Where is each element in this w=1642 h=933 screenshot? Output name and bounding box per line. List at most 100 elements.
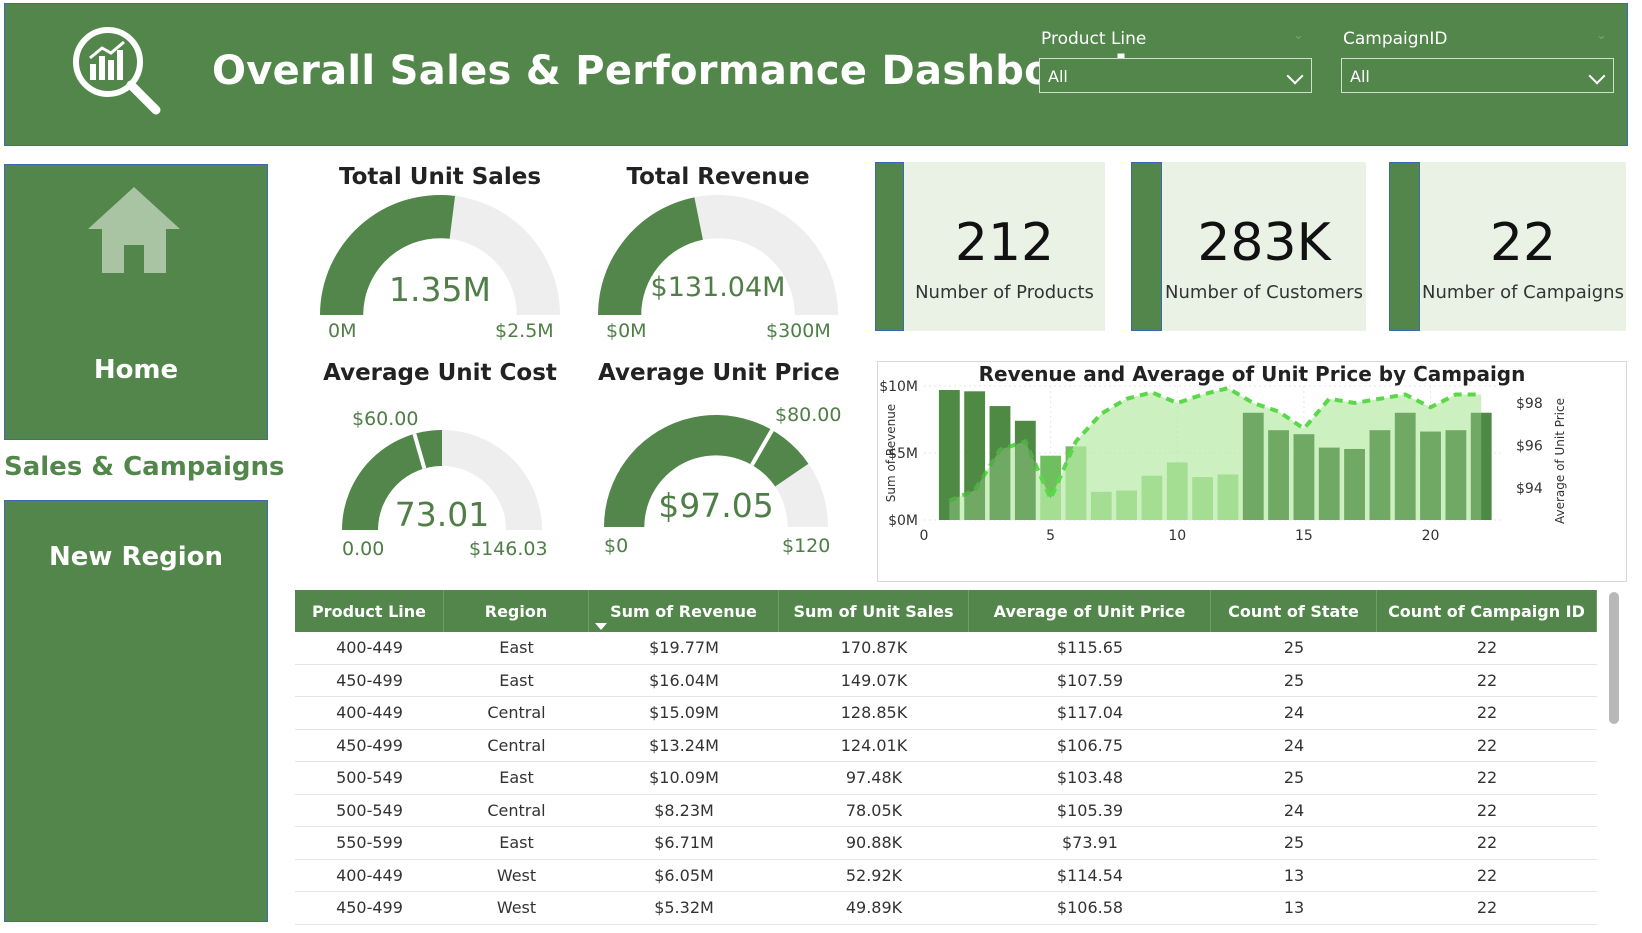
table-cell: $13.24M: [649, 735, 719, 755]
gauge-target-unit-cost: $60.00: [352, 408, 419, 430]
nav-home-label: Home: [93, 355, 179, 385]
table-cell: 170.87K: [840, 638, 908, 658]
table-cell: 400-449: [336, 638, 403, 658]
table-cell: 22: [1476, 833, 1498, 853]
table-cell: 22: [1476, 898, 1498, 918]
column-header[interactable]: Region: [444, 590, 589, 632]
table-row[interactable]: 450-499 East $16.04M 149.07K $107.59 25 22: [295, 665, 1597, 697]
gauge-max-unit-price: $120: [782, 535, 831, 557]
y-tick-label: $0M: [888, 513, 918, 529]
y2-tick-label: $98: [1516, 396, 1543, 412]
table-cell: 22: [1476, 768, 1498, 788]
table-cell: $117.04: [1056, 703, 1124, 723]
column-header[interactable]: Sum of Revenue: [589, 590, 779, 632]
column-header[interactable]: Average of Unit Price: [969, 590, 1211, 632]
gauge-title-unit-price: Average Unit Price: [598, 360, 840, 386]
revenue-bar-overlay: [1369, 430, 1391, 520]
card-accent-bar: [1131, 162, 1162, 331]
column-header[interactable]: Count of Campaign ID: [1377, 590, 1597, 632]
slicer-label-product-line: Product Line: [1041, 29, 1147, 49]
slicer-label-campaign-id: CampaignID: [1343, 29, 1448, 49]
y-tick-label: $10M: [879, 379, 918, 395]
revenue-bar-overlay: [1318, 447, 1340, 520]
revenue-bar-overlay: [964, 391, 986, 520]
nav-new-region-button[interactable]: [4, 500, 268, 922]
table-cell: $107.59: [1056, 670, 1124, 690]
column-header[interactable]: Product Line: [295, 590, 444, 632]
table-cell: 400-449: [336, 865, 403, 885]
gauge-min-revenue: $0M: [606, 320, 647, 342]
card-value-products: 212: [954, 213, 1055, 273]
gauge-value-unit-sales: 1.35M: [389, 270, 491, 309]
revenue-bar-overlay: [1014, 420, 1036, 520]
table-cell: 25: [1283, 670, 1305, 690]
nav-sales-campaigns-label: Sales & Campaigns: [4, 452, 285, 482]
column-header[interactable]: Sum of Unit Sales: [779, 590, 969, 632]
gauge-max-unit-cost: $146.03: [469, 538, 548, 560]
table-cell: 24: [1283, 800, 1305, 820]
table-cell: 400-449: [336, 703, 403, 723]
table-row[interactable]: 450-499 West $5.32M 49.89K $106.58 13 22: [295, 892, 1597, 925]
table-cell: 22: [1476, 703, 1498, 723]
table-cell: 13: [1283, 865, 1305, 885]
table-row[interactable]: 550-599 East $6.71M 90.88K $73.91 25 22: [295, 827, 1597, 860]
gauge-title-revenue: Total Revenue: [626, 164, 810, 190]
table-cell: 24: [1283, 703, 1305, 723]
revenue-bar-overlay: [1268, 430, 1289, 520]
table-cell: 22: [1476, 638, 1498, 658]
x-tick-label: 20: [1422, 528, 1440, 544]
table-cell: 22: [1476, 735, 1498, 755]
revenue-bar-overlay: [938, 390, 960, 520]
table-row[interactable]: 400-449 East $19.77M 170.87K $115.65 25 22: [295, 632, 1597, 665]
nav-sales-campaigns-button[interactable]: [4, 440, 268, 500]
y-tick-label: $5M: [888, 446, 918, 462]
table-cell: $115.65: [1056, 638, 1124, 658]
table-row[interactable]: 500-549 Central $8.23M 78.05K $105.39 24 22: [295, 795, 1597, 827]
x-tick-label: 10: [1168, 528, 1186, 544]
table-cell: $114.54: [1056, 865, 1124, 885]
table-cell: 450-499: [336, 670, 403, 690]
table-cell: 450-499: [336, 898, 403, 918]
table-cell: $6.05M: [654, 865, 714, 885]
table-cell: $106.75: [1056, 735, 1124, 755]
gauge-min-unit-sales: 0M: [328, 320, 357, 342]
table-scrollbar[interactable]: [1609, 592, 1619, 724]
table-cell: $19.77M: [649, 638, 719, 658]
table-cell: 97.48K: [845, 768, 903, 788]
table-cell: 49.89K: [845, 898, 903, 918]
card-accent-bar: [1389, 162, 1420, 331]
table-row[interactable]: 400-449 West $6.05M 52.92K $114.54 13 22: [295, 860, 1597, 892]
gauge-min-unit-cost: 0.00: [342, 538, 385, 560]
campaign-id-dropdown[interactable]: All: [1341, 58, 1614, 93]
table-cell: 78.05K: [845, 800, 903, 820]
table-row[interactable]: 400-449 Central $15.09M 128.85K $117.04 24 22: [295, 697, 1597, 730]
table-cell: East: [499, 670, 534, 690]
revenue-unit-price-chart: $0M $5M $10M $94 $96 $98 0 5 10 15 20 Sum of Revenu…: [879, 379, 1567, 544]
gauge-unit-cost: [342, 430, 542, 530]
column-header[interactable]: Count of State: [1211, 590, 1377, 632]
analytics-magnifier-icon: [73, 27, 161, 115]
revenue-bar-overlay: [1445, 430, 1467, 520]
card-label-campaigns: Number of Campaigns: [1422, 282, 1624, 303]
table-cell: 124.01K: [840, 735, 908, 755]
home-icon: [88, 187, 180, 273]
table-row[interactable]: 450-499 Central $13.24M 124.01K $106.75 24 22: [295, 730, 1597, 762]
gauge-revenue: [598, 195, 838, 315]
table-cell: 22: [1476, 800, 1498, 820]
chevron-down-icon: [1588, 67, 1606, 85]
product-line-dropdown[interactable]: All: [1039, 58, 1312, 93]
chevron-down-icon: ⌄: [1293, 28, 1304, 43]
table-cell: 25: [1283, 638, 1305, 658]
table-cell: 90.88K: [845, 833, 903, 853]
x-tick-label: 5: [1046, 528, 1055, 544]
table-cell: 25: [1283, 833, 1305, 853]
table-cell: $15.09M: [649, 703, 719, 723]
nav-new-region-label: New Region: [48, 542, 223, 572]
table-cell: $103.48: [1056, 768, 1124, 788]
gauge-target-unit-price: $80.00: [775, 404, 842, 426]
table-row[interactable]: 500-549 East $10.09M 97.48K $103.48 25 22: [295, 762, 1597, 795]
table-cell: $10.09M: [649, 768, 719, 788]
y2-tick-label: $96: [1516, 439, 1543, 455]
revenue-bar-overlay: [1242, 412, 1264, 520]
revenue-bar-overlay: [989, 406, 1011, 520]
